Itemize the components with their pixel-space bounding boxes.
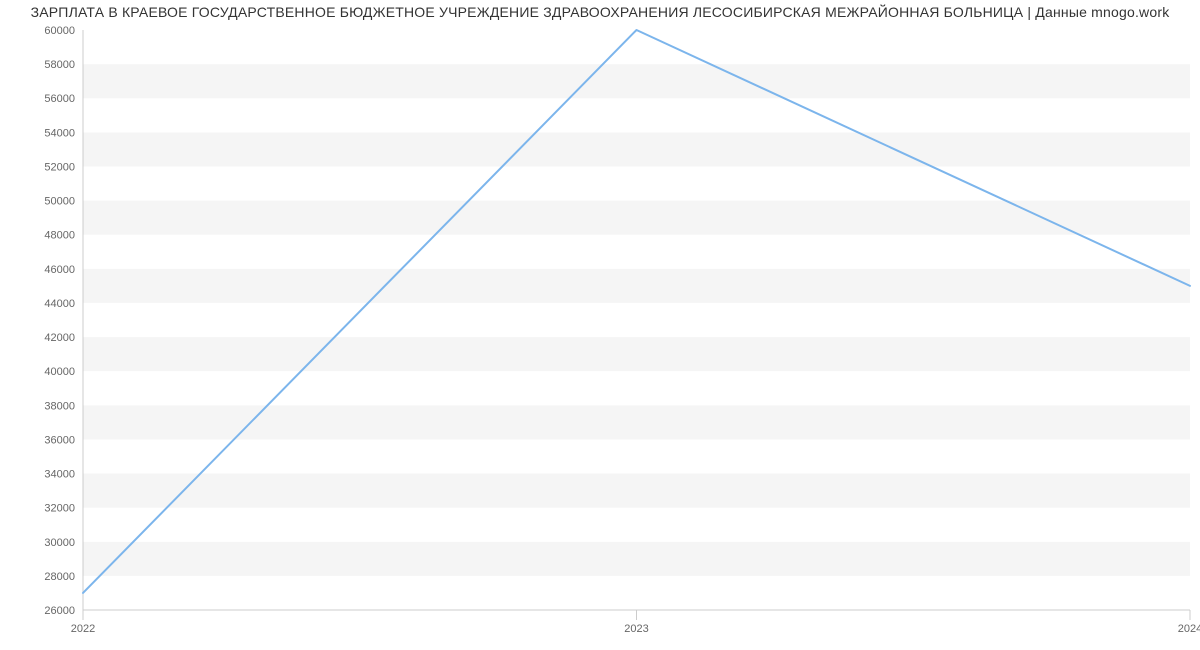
- y-tick-label: 54000: [44, 127, 75, 139]
- grid-band: [83, 235, 1190, 269]
- y-tick-label: 58000: [44, 59, 75, 71]
- grid-band: [83, 98, 1190, 132]
- grid-band: [83, 405, 1190, 439]
- y-tick-label: 60000: [44, 25, 75, 37]
- grid-band: [83, 30, 1190, 64]
- y-tick-label: 30000: [44, 537, 75, 549]
- y-tick-label: 38000: [44, 400, 75, 412]
- y-tick-label: 52000: [44, 161, 75, 173]
- grid-band: [83, 64, 1190, 98]
- grid-band: [83, 508, 1190, 542]
- grid-band: [83, 576, 1190, 610]
- y-tick-label: 50000: [44, 196, 75, 208]
- x-tick-label: 2024: [1178, 623, 1200, 635]
- y-tick-label: 28000: [44, 571, 75, 583]
- x-tick-label: 2023: [624, 623, 648, 635]
- x-tick-label: 2022: [71, 623, 95, 635]
- y-tick-label: 44000: [44, 298, 75, 310]
- grid-band: [83, 303, 1190, 337]
- chart-title: ЗАРПЛАТА В КРАЕВОЕ ГОСУДАРСТВЕННОЕ БЮДЖЕ…: [0, 4, 1200, 20]
- grid-band: [83, 337, 1190, 371]
- grid-band: [83, 542, 1190, 576]
- grid-band: [83, 474, 1190, 508]
- y-tick-label: 42000: [44, 332, 75, 344]
- chart-svg: 26000 28000 30000 32000 34000 36000 38000 40000…: [0, 0, 1200, 650]
- y-tick-label: 56000: [44, 93, 75, 105]
- salary-line-chart: ЗАРПЛАТА В КРАЕВОЕ ГОСУДАРСТВЕННОЕ БЮДЖЕ…: [0, 0, 1200, 650]
- grid-band: [83, 371, 1190, 405]
- y-tick-label: 48000: [44, 230, 75, 242]
- y-tick-label: 26000: [44, 605, 75, 617]
- y-tick-label: 32000: [44, 503, 75, 515]
- y-tick-label: 36000: [44, 434, 75, 446]
- grid-band: [83, 269, 1190, 303]
- grid-band: [83, 166, 1190, 200]
- grid-band: [83, 439, 1190, 473]
- y-tick-label: 40000: [44, 366, 75, 378]
- grid-band: [83, 132, 1190, 166]
- grid-band: [83, 201, 1190, 235]
- y-tick-label: 46000: [44, 264, 75, 276]
- y-tick-label: 34000: [44, 469, 75, 481]
